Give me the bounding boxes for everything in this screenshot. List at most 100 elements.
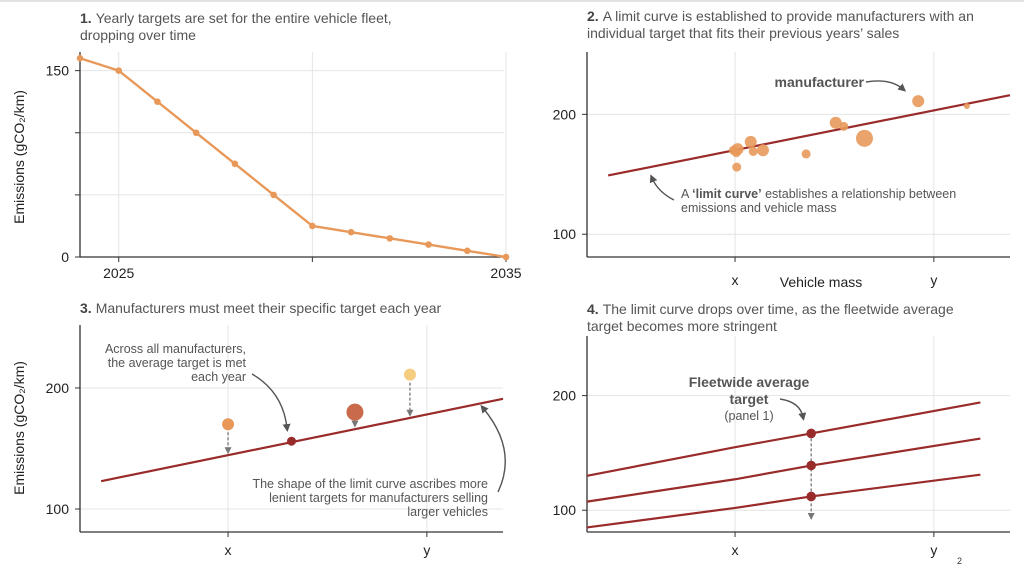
manufacturer-point [839,121,849,131]
svg-text:3.Manufacturers must meet thei: 3. Manufacturers must meet their specific… [80,300,442,316]
panel-4-x-tick-label: y [930,542,937,558]
manufacturer-point [963,102,970,109]
manufacturer-point [756,144,769,157]
svg-text:1.Yearly targets are set for t: 1. Yearly targets are set for the entire … [80,10,392,26]
panel-3-y-axis-label: Emissions (gCO₂/km) [11,361,27,495]
panel-1-number: 1. [80,10,92,26]
manufacturer-point [748,147,758,157]
panel-3-number: 3. [80,300,92,316]
manufacturer-point [855,129,873,147]
fleetwide-label-line-2: target [730,391,769,407]
average-arrow [251,373,291,432]
panel-1-y-tick-label: 0 [61,249,69,265]
limit-curve-annotation-line-2: emissions and vehicle mass [681,201,837,215]
panel-3-annotations: Across all manufacturers, the average ta… [105,342,506,519]
panel-1-x-tick-label: 2025 [103,265,134,281]
panel-2-number: 2. [587,8,599,24]
panel-1-x-tick-label: 2035 [490,265,521,281]
shape-annotation-line-1: The shape of the limit curve ascribes mo… [252,477,488,491]
panel-2-x-tick-label: x [732,272,739,288]
panel-3-title: 3. Manufacturers must meet their specific… [80,300,442,316]
fleet-target-point [309,222,316,230]
panel-2-y-tick-label: 100 [553,226,577,242]
panel-4-title-line-1: The limit curve drops over time, as the … [603,301,954,317]
fleetwide-label-line-1: Fleetwide average [689,374,810,390]
panel-2-plot: 100 200 x y [553,52,1011,288]
shape-arrow [480,404,506,493]
panel-4-y-tick-label: 200 [553,388,577,404]
fleet-target-point [386,235,394,242]
panel-1-y-axis-label: Emissions (gCO₂/km) [11,90,27,224]
manufacturer-point [732,162,742,172]
panel-4-title: 4. The limit curve drops over time, as th… [587,301,954,334]
fleet-target-point [463,247,471,255]
limit-curve-rest: establishes a relationship between [762,187,957,201]
cropped-artifact-text: 2 [957,556,962,566]
panel-3-title-line-1: Manufacturers must meet their specific t… [96,300,442,316]
panel-3-y-tick-label: 100 [46,501,70,517]
fleet-target-point [425,241,432,248]
manufacturer-label: manufacturer [775,74,865,90]
panel-1-title-line-2: dropping over time [80,27,196,43]
panel-1-y-tick-label: 150 [46,63,70,79]
panel-2-title: 2. A limit curve is established to provid… [587,8,974,41]
panel-3-x-tick-label: x [225,542,232,558]
fleet-target-point [270,191,277,199]
panel-2-x-tick-label: y [930,272,937,288]
panel-3-plot: 100 200 x y [46,325,504,558]
limit-curve-line [607,94,1011,177]
panel-4-y-tick-label: 100 [553,502,577,518]
panel-4-title-line-2: target becomes more stringent [587,318,777,334]
panel-4-x-tick-label: x [732,542,739,558]
svg-text:2.A limit curve is established: 2. A limit curve is established to provid… [587,8,974,24]
limit-curve-arrow [649,174,675,201]
fleetwide-average-point [806,460,816,471]
average-annotation-line-3: each year [191,370,246,384]
panel-1-title-line-1: Yearly targets are set for the entire ve… [96,10,392,26]
fleetwide-label-line-3: (panel 1) [724,409,773,423]
manufacturer-point [744,135,757,148]
shape-annotation-line-3: larger vehicles [407,505,488,519]
fleet-target-point [502,253,510,261]
panel-2-x-axis-label: Vehicle mass [780,274,862,290]
average-annotation-line-2: the average target is met [108,356,247,370]
manufacturer-point [403,368,416,381]
manufacturer-point [222,418,235,431]
fleet-target-point [154,98,161,105]
panel-2-title-line-2: individual target that fits their previo… [587,25,899,41]
shape-annotation-line-2: lenient targets for manufacturers sellin… [269,491,488,505]
limit-curve-curve-3 [586,473,981,529]
panel-2-title-line-1: A limit curve is established to provide … [603,8,974,24]
fleet-target-line [79,57,507,259]
limit-curve-prefix: A [681,187,692,201]
limit-curve-annotation-line-1: A ‘limit curve’ establishes a relationsh… [681,187,956,201]
manufacturer-point [801,149,811,159]
fleetwide-average-point [806,491,816,502]
average-target-point [287,436,296,446]
manufacturer-point [731,143,744,156]
manufacturer-arrow [865,80,907,92]
manufacturer-point [346,403,364,421]
limit-curve-curve-1 [586,401,981,477]
limit-curve-line [100,397,504,483]
average-annotation-line-1: Across all manufacturers, [105,342,246,356]
panel-2-y-tick-label: 200 [553,106,577,122]
fleet-target-point [115,67,123,74]
fleet-target-point [76,54,84,62]
panel-2-annotations: manufacturer A ‘limit curve’ establishes… [649,74,956,215]
panel-4-plot: 100 200 x y [553,336,1010,558]
panel-3-x-tick-label: y [423,542,430,558]
panel-3-y-tick-label: 200 [46,380,70,396]
fleetwide-arrow [779,398,807,421]
fleet-target-point [231,160,239,168]
manufacturer-point [829,116,842,129]
fleet-target-point [192,129,200,137]
panel-4-annotations: Fleetwide average target (panel 1) [689,374,810,423]
panel-1-title: 1. Yearly targets are set for the entire … [80,10,392,43]
panel-4-number: 4. [587,301,599,317]
panel-1-plot: 0 150 2025 2035 [46,52,522,281]
fleetwide-average-point [806,428,816,439]
limit-curve-curve-2 [586,437,981,503]
top-border [0,0,1024,2]
